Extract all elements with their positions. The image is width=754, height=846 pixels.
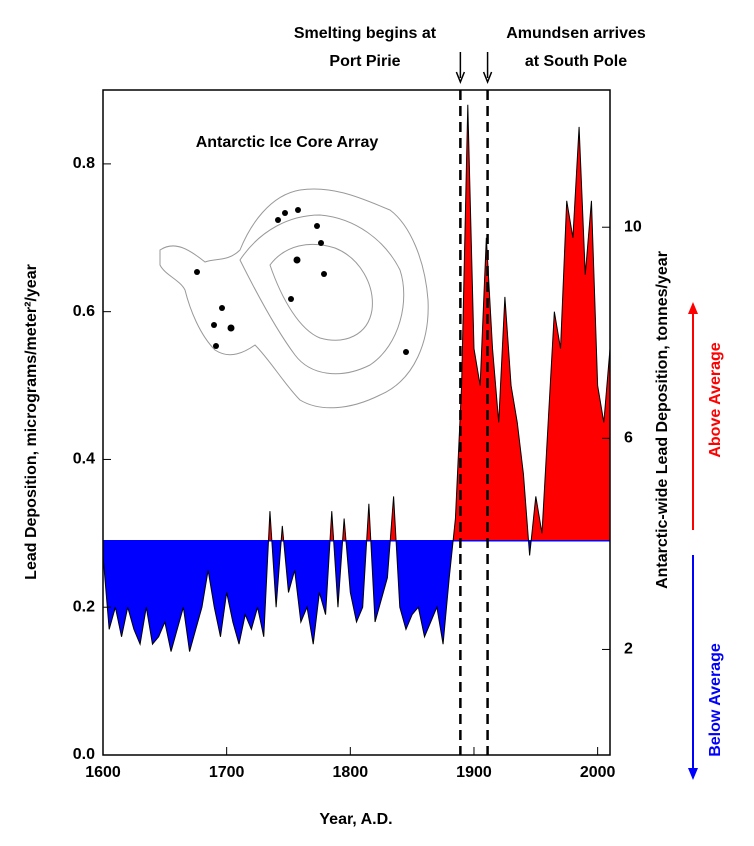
data-line (102, 104, 611, 652)
x-tick-label: 1700 (209, 764, 245, 781)
y-axis-label: Lead Deposition, micrograms/meter²/year (23, 264, 40, 580)
y2-tick-label: 2 (624, 641, 633, 658)
x-tick-label: 2000 (580, 764, 616, 781)
inset-title: Antarctic Ice Core Array (196, 134, 379, 151)
y-tick-label: 0.8 (73, 155, 95, 172)
event-label: at South Pole (525, 53, 627, 70)
y-tick-label: 0.4 (73, 451, 95, 468)
y2-axis-label: Antarctic-wide Lead Deposition, tonnes/y… (654, 251, 671, 589)
y-tick-label: 0.2 (73, 598, 95, 615)
above-label: Above Average (707, 342, 724, 457)
area-above (103, 104, 610, 541)
event-label: Smelting begins at (294, 25, 437, 42)
x-axis-label: Year, A.D. (319, 811, 392, 828)
event-arrowhead (482, 71, 493, 85)
above-arrowhead (688, 302, 698, 314)
x-tick-label: 1600 (85, 764, 121, 781)
y-tick-label: 0.6 (73, 303, 95, 320)
event-label: Amundsen arrives (506, 25, 646, 42)
plot-frame (102, 89, 611, 756)
below-label: Below Average (707, 643, 724, 757)
below-arrowhead (688, 768, 698, 780)
y-tick-label: 0.0 (73, 746, 95, 763)
y2-tick-label: 6 (624, 430, 633, 447)
event-arrowhead (455, 71, 466, 85)
event-label: Port Pirie (329, 53, 400, 70)
y2-tick-label: 10 (624, 218, 642, 235)
antarctica-map (159, 188, 429, 409)
x-tick-label: 1900 (456, 764, 492, 781)
x-tick-label: 1800 (333, 764, 369, 781)
area-below (103, 540, 532, 652)
